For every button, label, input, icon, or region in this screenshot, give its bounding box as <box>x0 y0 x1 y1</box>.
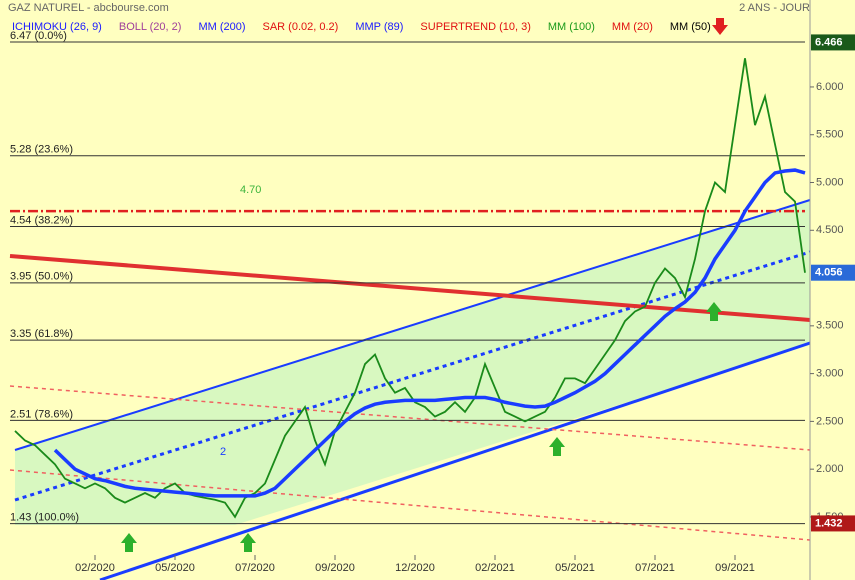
channel-top <box>14 199 811 451</box>
fib-label: 2.51 (78.6%) <box>10 408 73 420</box>
x-tick-label: 05/2021 <box>555 562 595 574</box>
annotation: 2 <box>220 446 226 458</box>
price-line <box>14 58 806 519</box>
x-tick-label: 02/2020 <box>75 562 115 574</box>
legend: ICHIMOKU (26, 9) BOLL (20, 2) MM (200) SAR … <box>12 21 711 33</box>
legend-item: MMP (89) <box>355 21 403 33</box>
price-tag-label: 1.432 <box>815 517 843 529</box>
y-tick-label: 3.000 <box>816 368 844 380</box>
signals <box>121 18 728 552</box>
x-tick-label: 05/2020 <box>155 562 195 574</box>
price-tag-label: 4.056 <box>815 267 843 279</box>
moving-average <box>53 168 806 498</box>
fib-label: 3.35 (61.8%) <box>10 328 73 340</box>
x-tick-label: 07/2021 <box>635 562 675 574</box>
y-tick-label: 4.500 <box>816 224 844 236</box>
x-tick-label: 09/2021 <box>715 562 755 574</box>
channel-bottom <box>99 341 811 580</box>
y-tick-label: 5.500 <box>816 129 844 141</box>
channel-fill <box>15 200 810 525</box>
price-tag <box>811 34 855 51</box>
trend-dash <box>9 385 811 451</box>
legend-item: MM (100) <box>548 21 595 33</box>
y-tick-label: 2.000 <box>816 463 844 475</box>
annotation: 4.70 <box>240 184 261 196</box>
legend-item: SAR (0.02, 0.2) <box>263 21 339 33</box>
y-tick-label: 5.000 <box>816 176 844 188</box>
fib-label: 4.54 (38.2%) <box>10 214 73 226</box>
legend-item: ICHIMOKU (26, 9) <box>12 21 102 33</box>
trend-dash <box>9 469 811 541</box>
legend-item: MM (200) <box>198 21 245 33</box>
fib-label: 3.95 (50.0%) <box>10 271 73 283</box>
price-tag <box>811 264 855 281</box>
y-tick-label: 2.500 <box>816 415 844 427</box>
chart-title: GAZ NATUREL - abcbourse.com <box>8 2 169 14</box>
legend-item: MM (20) <box>612 21 653 33</box>
price-tag-label: 6.466 <box>815 36 843 48</box>
y-tick-label: 6.000 <box>816 81 844 93</box>
x-tick-label: 12/2020 <box>395 562 435 574</box>
channel-mid <box>14 250 811 502</box>
legend-item: SUPERTREND (10, 3) <box>420 21 530 33</box>
x-tick-label: 09/2020 <box>315 562 355 574</box>
price-tag <box>811 515 855 532</box>
legend-item: MM (50) <box>670 21 711 33</box>
x-tick-label: 02/2021 <box>475 562 515 574</box>
fib-label: 5.28 (23.6%) <box>10 144 73 156</box>
fib-label: 6.47 (0.0%) <box>10 30 67 42</box>
x-tick-label: 07/2020 <box>235 562 275 574</box>
y-tick-label: 3.500 <box>816 320 844 332</box>
chart-subtitle: 2 ANS - JOUR <box>739 2 810 14</box>
fib-label: 1.43 (100.0%) <box>10 512 79 524</box>
legend-item: BOLL (20, 2) <box>119 21 182 33</box>
